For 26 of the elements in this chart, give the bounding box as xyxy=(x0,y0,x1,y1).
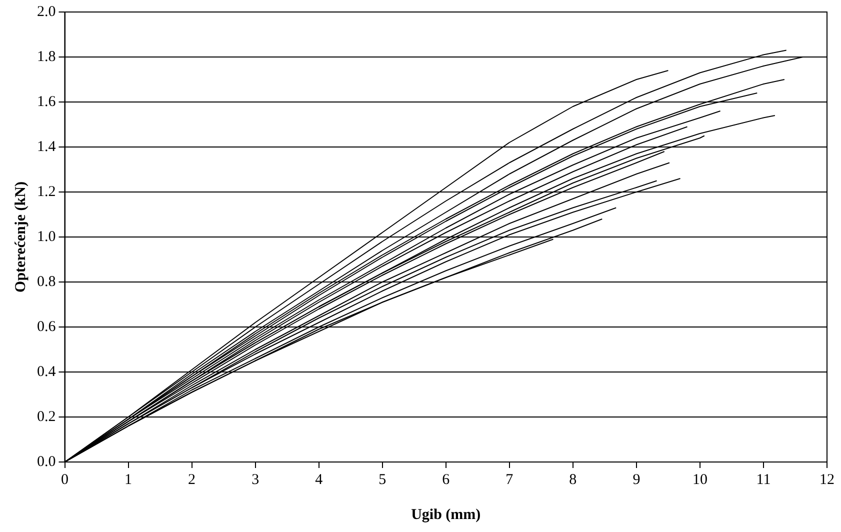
x-tick-label: 10 xyxy=(692,472,708,488)
x-tick-label: 7 xyxy=(506,472,514,488)
x-axis-title: Ugib (mm) xyxy=(411,506,481,523)
x-tick-label: 5 xyxy=(378,472,386,488)
y-tick-label: 0.4 xyxy=(37,364,56,380)
y-tick-label: 1.0 xyxy=(37,228,56,245)
y-tick-label: 1.6 xyxy=(37,94,56,110)
x-tick-label: 12 xyxy=(820,472,834,488)
x-tick-label: 8 xyxy=(569,472,577,488)
y-tick-label: 1.8 xyxy=(37,48,56,65)
x-tick-label: 2 xyxy=(188,472,196,488)
x-tick-label: 9 xyxy=(632,472,640,488)
y-tick-label: 0.0 xyxy=(37,454,56,470)
y-tick-label: 0.8 xyxy=(37,274,56,290)
x-tick-label: 4 xyxy=(315,472,324,488)
x-tick-label: 11 xyxy=(756,472,771,488)
y-tick-label: 2.0 xyxy=(37,4,56,20)
y-tick-label: 1.4 xyxy=(37,138,56,155)
x-tick-label: 6 xyxy=(442,472,450,488)
y-axis-title: Opterećenje (kN) xyxy=(12,182,29,292)
x-tick-label: 3 xyxy=(252,472,260,488)
y-tick-label: 0.6 xyxy=(37,318,56,335)
y-tick-label: 0.2 xyxy=(37,408,56,425)
x-tick-label: 1 xyxy=(124,472,132,488)
x-tick-label: 0 xyxy=(61,472,68,488)
y-tick-label: 1.2 xyxy=(37,184,56,200)
